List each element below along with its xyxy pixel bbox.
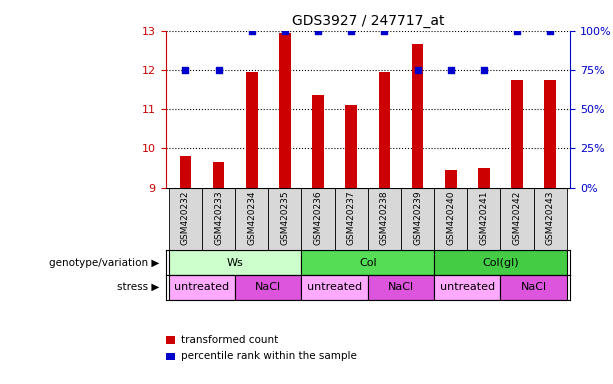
Bar: [445, 170, 457, 187]
Text: NaCl: NaCl: [520, 282, 547, 292]
Text: untreated: untreated: [175, 282, 229, 292]
Point: [413, 67, 422, 73]
Text: Col(gl): Col(gl): [482, 258, 519, 268]
Point: [180, 67, 190, 73]
FancyBboxPatch shape: [235, 187, 268, 250]
FancyBboxPatch shape: [434, 275, 500, 300]
FancyBboxPatch shape: [169, 187, 202, 250]
Text: GSM420238: GSM420238: [380, 190, 389, 245]
Text: GSM420243: GSM420243: [546, 190, 555, 245]
Text: GSM420237: GSM420237: [347, 190, 356, 245]
Bar: [511, 80, 523, 187]
FancyBboxPatch shape: [401, 187, 434, 250]
FancyBboxPatch shape: [434, 187, 467, 250]
FancyBboxPatch shape: [368, 275, 434, 300]
Point: [313, 28, 323, 34]
FancyBboxPatch shape: [434, 250, 567, 275]
Text: genotype/variation ▶: genotype/variation ▶: [49, 258, 159, 268]
Text: GSM420242: GSM420242: [512, 190, 522, 245]
Bar: [213, 162, 224, 187]
Text: untreated: untreated: [440, 282, 495, 292]
Title: GDS3927 / 247717_at: GDS3927 / 247717_at: [292, 14, 444, 28]
FancyBboxPatch shape: [500, 187, 533, 250]
Text: GSM420232: GSM420232: [181, 190, 190, 245]
Text: untreated: untreated: [307, 282, 362, 292]
Point: [446, 67, 455, 73]
Bar: [180, 156, 191, 187]
Text: transformed count: transformed count: [181, 335, 278, 345]
Text: NaCl: NaCl: [255, 282, 281, 292]
Text: GSM420235: GSM420235: [280, 190, 289, 245]
Bar: [312, 95, 324, 187]
Point: [247, 28, 257, 34]
FancyBboxPatch shape: [533, 187, 567, 250]
Point: [214, 67, 224, 73]
Text: NaCl: NaCl: [388, 282, 414, 292]
Text: GSM420233: GSM420233: [214, 190, 223, 245]
Point: [346, 28, 356, 34]
Point: [512, 28, 522, 34]
FancyBboxPatch shape: [169, 250, 302, 275]
FancyBboxPatch shape: [169, 275, 235, 300]
Text: GSM420241: GSM420241: [479, 190, 489, 245]
FancyBboxPatch shape: [500, 275, 567, 300]
Text: GSM420236: GSM420236: [314, 190, 322, 245]
Text: Ws: Ws: [227, 258, 243, 268]
FancyBboxPatch shape: [235, 275, 302, 300]
Text: GSM420240: GSM420240: [446, 190, 455, 245]
Bar: [345, 105, 357, 187]
Point: [546, 28, 555, 34]
Text: Col: Col: [359, 258, 376, 268]
Bar: [379, 72, 390, 187]
FancyBboxPatch shape: [202, 187, 235, 250]
Text: GSM420239: GSM420239: [413, 190, 422, 245]
FancyBboxPatch shape: [368, 187, 401, 250]
Bar: [478, 168, 490, 187]
FancyBboxPatch shape: [268, 187, 302, 250]
FancyBboxPatch shape: [335, 187, 368, 250]
FancyBboxPatch shape: [302, 250, 434, 275]
Bar: [544, 80, 556, 187]
Bar: [279, 33, 291, 187]
Bar: [246, 72, 257, 187]
Bar: [412, 45, 424, 187]
FancyBboxPatch shape: [302, 275, 368, 300]
Point: [379, 28, 389, 34]
Text: stress ▶: stress ▶: [117, 282, 159, 292]
Point: [280, 28, 290, 34]
FancyBboxPatch shape: [302, 187, 335, 250]
Text: percentile rank within the sample: percentile rank within the sample: [181, 351, 357, 361]
FancyBboxPatch shape: [467, 187, 500, 250]
Point: [479, 67, 489, 73]
Text: GSM420234: GSM420234: [247, 190, 256, 245]
